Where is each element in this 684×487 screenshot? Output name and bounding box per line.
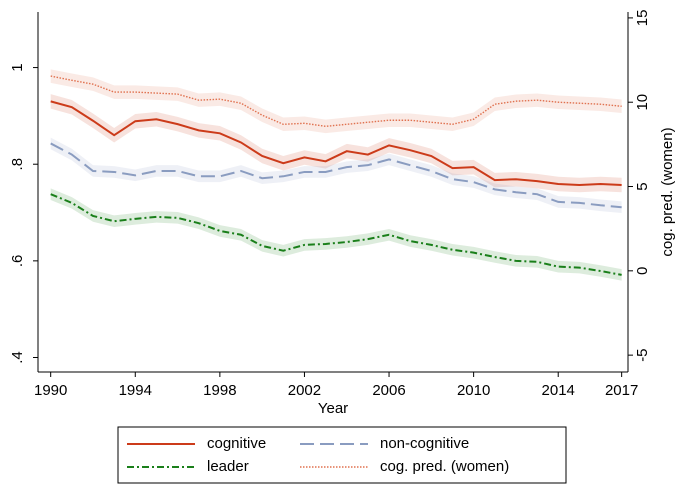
y2-tick-label: 0	[634, 267, 651, 275]
legend-label: leader	[207, 458, 249, 475]
x-tick-label: 2006	[372, 382, 405, 399]
series-line	[50, 142, 622, 209]
confidence-band	[50, 188, 622, 281]
series-line	[50, 75, 622, 128]
y2-axis-label: cog. pred. (women)	[659, 127, 676, 256]
x-tick-label: 1990	[34, 382, 67, 399]
x-axis-label: Year	[318, 400, 348, 417]
legend-box	[117, 426, 567, 484]
x-tick-label: 1998	[203, 382, 236, 399]
legend-label: non-cognitive	[380, 435, 469, 452]
y2-tick-label: 5	[634, 182, 651, 190]
y-tick-label: 1	[9, 63, 26, 71]
legend-label: cog. pred. (women)	[380, 458, 509, 475]
x-tick-label: 2017	[605, 382, 638, 399]
x-tick-label: 2010	[457, 382, 490, 399]
x-tick-label: 1994	[119, 382, 152, 399]
y-tick-label: .8	[9, 158, 26, 171]
y-tick-label: .6	[9, 255, 26, 268]
series-line	[50, 100, 622, 186]
confidence-band	[50, 137, 622, 214]
y2-tick-label: 15	[634, 10, 651, 27]
x-tick-label: 2014	[542, 382, 575, 399]
legend-label: cognitive	[207, 435, 266, 452]
series-line	[50, 193, 622, 276]
y2-tick-label: 10	[634, 94, 651, 111]
y2-tick-label: -5	[634, 348, 651, 361]
confidence-band	[50, 69, 622, 134]
y-tick-label: .4	[9, 351, 26, 364]
confidence-band	[50, 94, 622, 193]
x-tick-label: 2002	[288, 382, 321, 399]
